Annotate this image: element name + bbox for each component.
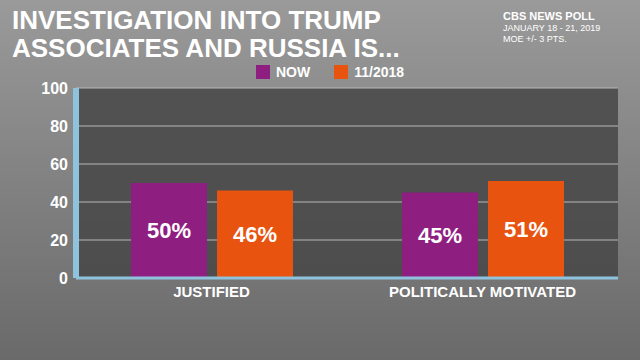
svg-text:60: 60 — [50, 156, 68, 173]
html-text:11/2018: 11/2018 — [354, 64, 404, 80]
svg-text:100: 100 — [41, 80, 68, 97]
svg-text:JUSTIFIED: JUSTIFIED — [173, 283, 250, 300]
svg-text:40: 40 — [50, 194, 68, 211]
html-text:JANUARY 18 - 21, 2019: JANUARY 18 - 21, 2019 — [503, 23, 601, 34]
svg-text:POLITICALLY MOTIVATED: POLITICALLY MOTIVATED — [389, 283, 576, 300]
svg-text:0: 0 — [59, 270, 68, 287]
svg-text:50%: 50% — [147, 218, 191, 243]
svg-text:80: 80 — [50, 118, 68, 135]
html-text:NOW: NOW — [276, 64, 311, 80]
html-text:CBS NEWS POLL: CBS NEWS POLL — [503, 10, 595, 22]
svg-text:46%: 46% — [233, 222, 277, 247]
svg-text:51%: 51% — [504, 217, 548, 242]
svg-text:45%: 45% — [418, 223, 462, 248]
svg-text:20: 20 — [50, 232, 68, 249]
html-text:INVESTIGATION INTO TRUMP ASSOC: INVESTIGATION INTO TRUMP ASSOCIATES AND … — [12, 5, 400, 64]
html-text:MOE +/- 3 PTS.: MOE +/- 3 PTS. — [503, 34, 567, 44]
